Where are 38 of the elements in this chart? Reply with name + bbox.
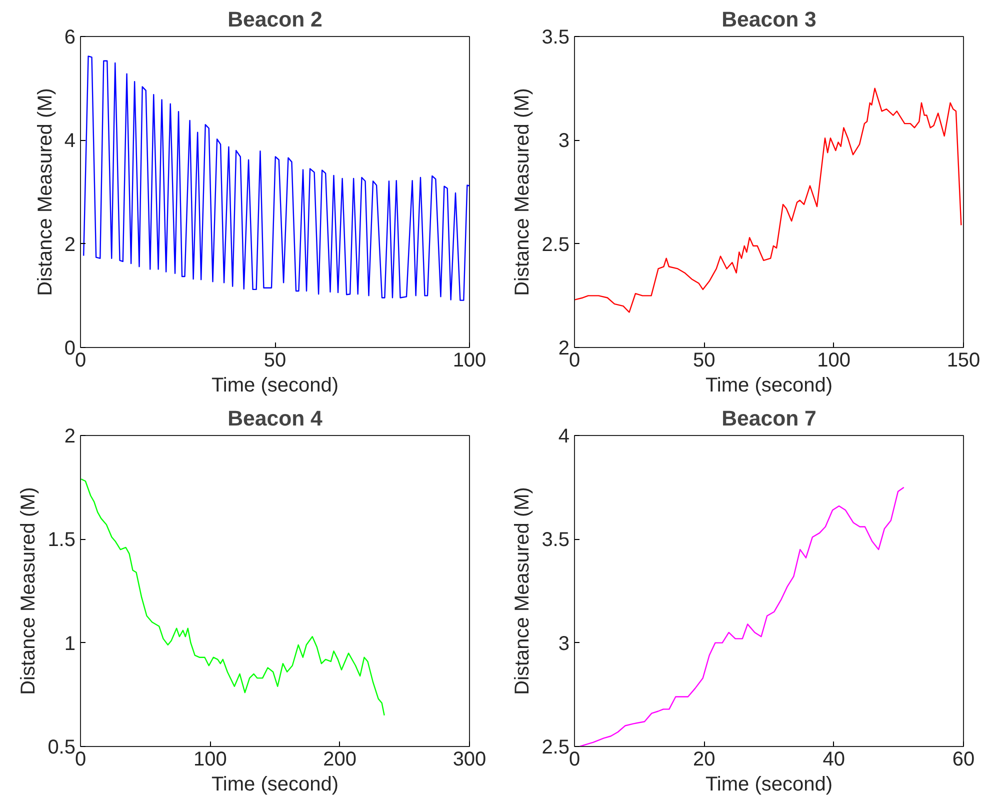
x-tick-label: 300 [452,748,486,770]
chart-title: Beacon 4 [228,406,323,430]
chart-title: Beacon 2 [228,8,322,32]
y-tick-label: 3 [558,130,570,152]
y-tick-label: 1.5 [48,529,76,552]
y-tick-label: 2 [558,338,570,360]
x-tick-label: 20 [693,748,716,770]
x-tick-label: 60 [952,748,975,770]
y-tick-label: 2 [64,234,76,256]
y-tick-label: 0.5 [48,736,76,758]
x-tick-label: 150 [946,350,980,372]
x-axis-title: Time (second) [705,774,833,796]
x-tick-label: 100 [193,748,227,770]
y-axis-title: Distance Measured (M) [512,88,534,296]
x-axis-title: Time (second) [211,774,339,796]
x-tick-label: 50 [693,350,716,372]
y-tick-label: 3 [558,632,570,655]
y-tick-label: 2.5 [542,234,570,256]
y-tick-label: 2.5 [542,736,570,758]
y-axis-title: Distance Measured (M) [18,487,40,695]
y-tick-label: 3.5 [542,529,570,552]
y-axis-title: Distance Measured (M) [34,88,56,296]
y-tick-label: 6 [64,26,76,48]
y-tick-label: 3.5 [542,26,570,48]
chart-title: Beacon 3 [722,8,817,32]
y-tick-label: 2 [64,426,76,448]
x-tick-label: 100 [817,350,851,372]
x-axis-title: Time (second) [705,374,833,396]
y-axis-title: Distance Measured (M) [512,487,534,695]
x-tick-label: 50 [264,350,286,372]
y-tick-label: 1 [64,632,76,655]
x-tick-label: 40 [822,748,845,770]
x-tick-label: 100 [452,350,486,372]
chart-title: Beacon 7 [722,406,816,430]
x-tick-label: 200 [323,748,357,770]
y-tick-label: 4 [558,426,570,448]
x-axis-title: Time (second) [211,374,339,396]
y-tick-label: 4 [64,130,76,152]
